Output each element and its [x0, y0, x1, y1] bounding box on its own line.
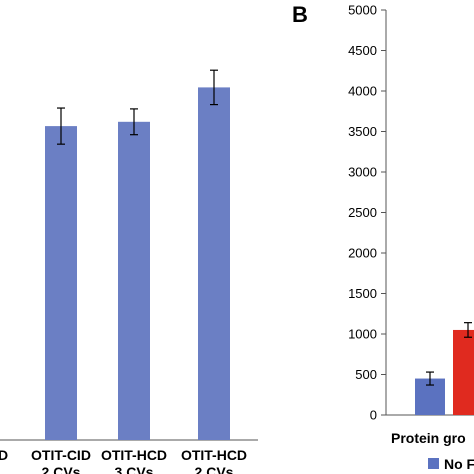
panel-b-y-tick-label: 0 — [370, 408, 377, 423]
panel-b-y-tick-label: 1500 — [348, 286, 377, 301]
panel-label: B — [292, 2, 308, 27]
panel-a-category-label: OTIT-CID — [31, 447, 91, 463]
panel-b-category-label: Protein gro — [391, 430, 466, 446]
panel-b-y-tick-label: 500 — [355, 367, 377, 382]
panel-b-legend-label: No F — [444, 456, 474, 472]
panel-b-y-tick-label: 1000 — [348, 327, 377, 342]
panel-a-bar — [198, 87, 230, 441]
panel-b-bar — [453, 329, 474, 415]
panel-b: B 0 500 1000 1500 2000 2500 3000 3500 4000 4500 50… — [292, 2, 474, 472]
panel-b-y-tick-label: 3000 — [348, 165, 377, 180]
panel-b-y-tick-label: 2500 — [348, 205, 377, 220]
panel-a-category-label: OTIT-HCD — [181, 447, 247, 463]
panel-a-bar — [118, 121, 150, 441]
panel-a-category-label: 2 CVs — [195, 464, 234, 474]
panel-a-category-label: D — [0, 447, 8, 463]
panel-b-y-tick-label: 4500 — [348, 43, 377, 58]
panel-b-legend-swatch — [428, 458, 439, 469]
panel-b-y-tick-label: 3500 — [348, 124, 377, 139]
panel-b-y-tick-label: 2000 — [348, 246, 377, 261]
panel-a-category-label: 2 CVs — [42, 464, 81, 474]
panel-b-y-tick-label: 4000 — [348, 84, 377, 99]
panel-b-y-tick-label: 5000 — [348, 3, 377, 18]
panel-a-category-label: 3 CVs — [115, 464, 154, 474]
panel-a-bar — [45, 126, 77, 440]
panel-a-category-label: OTIT-HCD — [101, 447, 167, 463]
